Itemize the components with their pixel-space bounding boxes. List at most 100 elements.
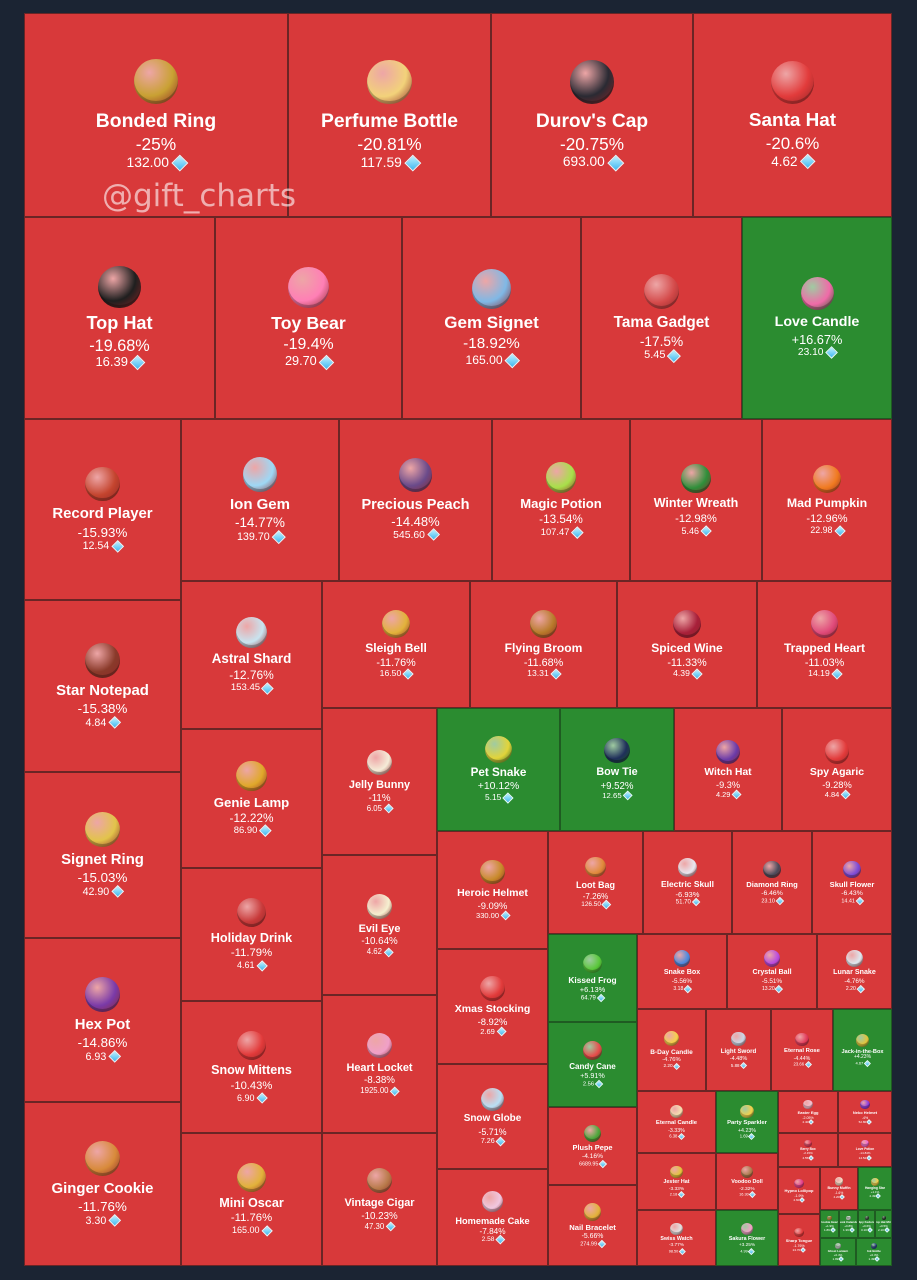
tile-plush-pepe[interactable]: Plush Pepe -4.16% 6689.95 [548, 1107, 637, 1185]
tile-light-sword[interactable]: Light Sword -4.48% 5.88 [706, 1009, 771, 1091]
tile-witch-hat[interactable]: Witch Hat -9.3% 4.29 [674, 708, 782, 831]
tile-star-notepad[interactable]: Star Notepad -15.38% 4.84 [24, 600, 181, 772]
diamond-icon [426, 528, 440, 542]
tile-jester-hat[interactable]: Jester Hat -3.33% 2.18 [637, 1153, 716, 1210]
tile-toy-bear[interactable]: Toy Bear -19.4% 29.70 [215, 217, 402, 419]
tile-price-value: 29.70 [284, 353, 317, 369]
tile-price-value: 14.41 [841, 898, 855, 905]
tile-change: -4.76% [662, 1056, 681, 1063]
tile-ion-gem[interactable]: Ion Gem -14.77% 139.70 [181, 419, 339, 581]
tile-jack-in-the-box[interactable]: Jack-in-the-Box +4.23% 4.67 [833, 1009, 892, 1091]
tile-ink-bottle[interactable]: Ink Bottle +0.3% 1.49 [856, 1238, 892, 1266]
tile-ginger-cookie[interactable]: Ginger Cookie -11.76% 3.30 [24, 1102, 181, 1266]
tile-eternal-candle[interactable]: Eternal Candle -3.33% 6.38 [637, 1091, 716, 1153]
tile-lunar-snake[interactable]: Lunar Snake -4.76% 2.20 [817, 934, 892, 1009]
tile-xmas-stocking[interactable]: Xmas Stocking -8.92% 2.69 [437, 949, 548, 1064]
tile-voodoo-doll[interactable]: Voodoo Doll -2.32% 16.30 [716, 1153, 778, 1210]
tile-record-player[interactable]: Record Player -15.93% 12.54 [24, 419, 181, 600]
tile-hex-pot[interactable]: Hex Pot -14.86% 6.93 [24, 938, 181, 1102]
tile-mini-oscar[interactable]: Mini Oscar -11.76% 165.00 [181, 1133, 322, 1266]
tile-snow-mittens[interactable]: Snow Mittens -10.43% 6.90 [181, 1001, 322, 1133]
tile-change: -2.32% [739, 1186, 755, 1192]
tile-bonded-ring[interactable]: Bonded Ring -25% 132.00 [24, 13, 288, 217]
tile-precious-peach[interactable]: Precious Peach -14.48% 545.60 [339, 419, 492, 581]
tile-candy-cane[interactable]: Candy Cane +5.91% 2.56 [548, 1022, 637, 1107]
tile-price-value: 1.89 [824, 1227, 830, 1232]
tile-tama-gadget[interactable]: Tama Gadget -17.5% 5.45 [581, 217, 742, 419]
tile-price: 16.30 [739, 1191, 756, 1199]
tile-spy-fedora[interactable]: Spy Fedora +0.6% 3.10 [858, 1210, 875, 1238]
tile-party-sparkler[interactable]: Party Sparkler +4.23% 1.69 [716, 1091, 778, 1153]
tile-heart-locket[interactable]: Heart Locket -8.38% 1925.00 [322, 995, 437, 1133]
tile-holiday-drink[interactable]: Holiday Drink -11.79% 4.61 [181, 868, 322, 1001]
tile-spiced-wine[interactable]: Spiced Wine -11.33% 4.39 [617, 581, 757, 708]
tile-change: -2.15% [803, 1151, 813, 1156]
tile-heroic-helmet[interactable]: Heroic Helmet -9.09% 330.00 [437, 831, 548, 949]
tile-flying-broom[interactable]: Flying Broom -11.68% 13.31 [470, 581, 617, 708]
tile-eternal-rose[interactable]: Eternal Rose -4.44% 23.66 [771, 1009, 833, 1091]
tile-electric-skull[interactable]: Electric Skull -6.93% 51.70 [643, 831, 732, 934]
tile-love-potion[interactable]: Love Potion -14.84% 14.52 [838, 1133, 892, 1167]
tile-price-value: 5.45 [644, 349, 666, 362]
tile-signet-ring[interactable]: Signet Ring -15.03% 42.90 [24, 772, 181, 938]
tile-price: 5.46 [682, 525, 713, 538]
tile-pet-snake[interactable]: Pet Snake +10.12% 5.15 [437, 708, 560, 831]
tile-price: 42.90 [83, 885, 125, 899]
tile-genie-lamp[interactable]: Genie Lamp -12.22% 86.90 [181, 729, 322, 868]
tile-perfume-bottle[interactable]: Perfume Bottle -20.81% 117.59 [288, 13, 491, 217]
tile-hanging-star[interactable]: Hanging Star +1.1% 2.49 [858, 1167, 892, 1210]
tile-durov-s-cap[interactable]: Durov's Cap -20.75% 693.00 [491, 13, 693, 217]
tile-kissed-frog[interactable]: Kissed Frog +6.13% 64.79 [548, 934, 637, 1022]
tile-swiss-watch[interactable]: Swiss Watch -3.77% 98.50 [637, 1210, 716, 1266]
tile-snow-globe[interactable]: Snow Globe -5.71% 7.26 [437, 1064, 548, 1169]
tile-desk-calendar[interactable]: Desk Calendar +0.8% 1.39 [839, 1210, 858, 1238]
tile-top-hat-mini[interactable]: Top Hat Mini +0.5% 2.10 [875, 1210, 892, 1238]
tile-magic-potion[interactable]: Magic Potion -13.54% 107.47 [492, 419, 630, 581]
tile-bunny-muffin[interactable]: Bunny Muffin -1.6% 4.20 [820, 1167, 858, 1210]
tile-spy-agaric[interactable]: Spy Agaric -9.28% 4.84 [782, 708, 892, 831]
tile-love-candle[interactable]: Love Candle +16.67% 23.10 [742, 217, 892, 419]
tile-bow-tie[interactable]: Bow Tie +9.52% 12.65 [560, 708, 674, 831]
tile-diamond-ring[interactable]: Diamond Ring -6.46% 23.10 [732, 831, 812, 934]
tile-price: 1.69 [740, 1132, 756, 1140]
tile-homemade-cake[interactable]: Homemade Cake -7.84% 2.58 [437, 1169, 548, 1266]
diamond-icon [111, 885, 125, 899]
tile-mad-pumpkin[interactable]: Mad Pumpkin -12.96% 22.98 [762, 419, 892, 581]
tile-gem-signet[interactable]: Gem Signet -18.92% 165.00 [402, 217, 581, 419]
tile-name: Durov's Cap [535, 110, 649, 132]
tile-change: -4% [861, 1115, 869, 1120]
tile-hypno-lollipop[interactable]: Hypno Lollipop -1.9% 2.60 [778, 1167, 820, 1214]
tile-price-value: 274.99 [580, 1241, 598, 1248]
tile-price-value: 117.59 [360, 154, 402, 170]
tile-crystal-ball[interactable]: Crystal Ball -5.51% 13.20 [727, 934, 817, 1009]
tile-easter-egg[interactable]: Easter Egg -2.05% 2.40 [778, 1091, 838, 1133]
tile-astral-shard[interactable]: Astral Shard -12.76% 153.45 [181, 581, 322, 729]
tile-neko-helmet[interactable]: Neko Helmet -4% 52.80 [838, 1091, 892, 1133]
trapped-heart-icon [810, 609, 839, 638]
tile-winter-wreath[interactable]: Winter Wreath -12.98% 5.46 [630, 419, 762, 581]
tile-ghost-lantern[interactable]: Ghost Lantern +0.4% 1.99 [820, 1238, 856, 1266]
tile-loot-bag[interactable]: Loot Bag -7.26% 126.50 [548, 831, 643, 934]
tile-price-value: 3.30 [85, 1214, 107, 1227]
tile-snake-box[interactable]: Snake Box -5.56% 3.18 [637, 934, 727, 1009]
tile-trapped-heart[interactable]: Trapped Heart -11.03% 14.19 [757, 581, 892, 708]
tile-vintage-cigar[interactable]: Vintage Cigar -10.23% 47.30 [322, 1133, 437, 1266]
tile-price: 6.90 [237, 1092, 268, 1105]
tile-b-day-candle[interactable]: B-Day Candle -4.76% 2.20 [637, 1009, 706, 1091]
tile-top-hat[interactable]: Top Hat -19.68% 16.39 [24, 217, 215, 419]
tile-berry-box[interactable]: Berry Box -2.15% 4.55 [778, 1133, 838, 1167]
tile-price: 14.41 [841, 896, 864, 905]
tile-nail-bracelet[interactable]: Nail Bracelet -5.66% 274.99 [548, 1185, 637, 1266]
tile-cookie-heart[interactable]: Cookie Heart +1.9% 1.89 [820, 1210, 839, 1238]
tile-sakura-flower[interactable]: Sakura Flower +3.25% 4.99 [716, 1210, 778, 1266]
diamond-icon [108, 1214, 122, 1228]
tile-evil-eye[interactable]: Evil Eye -10.64% 4.62 [322, 855, 437, 995]
tile-jelly-bunny[interactable]: Jelly Bunny -11% 6.05 [322, 708, 437, 855]
tile-sleigh-bell[interactable]: Sleigh Bell -11.76% 16.50 [322, 581, 470, 708]
tile-skull-flower[interactable]: Skull Flower -6.43% 14.41 [812, 831, 892, 934]
tile-change: +16.67% [791, 331, 843, 347]
tile-santa-hat[interactable]: Santa Hat -20.6% 4.62 [693, 13, 892, 217]
tile-change: +9.52% [600, 780, 634, 792]
diamond-icon [271, 530, 286, 544]
tile-sharp-tongue[interactable]: Sharp Tongue -1.76% 24.70 [778, 1214, 820, 1266]
